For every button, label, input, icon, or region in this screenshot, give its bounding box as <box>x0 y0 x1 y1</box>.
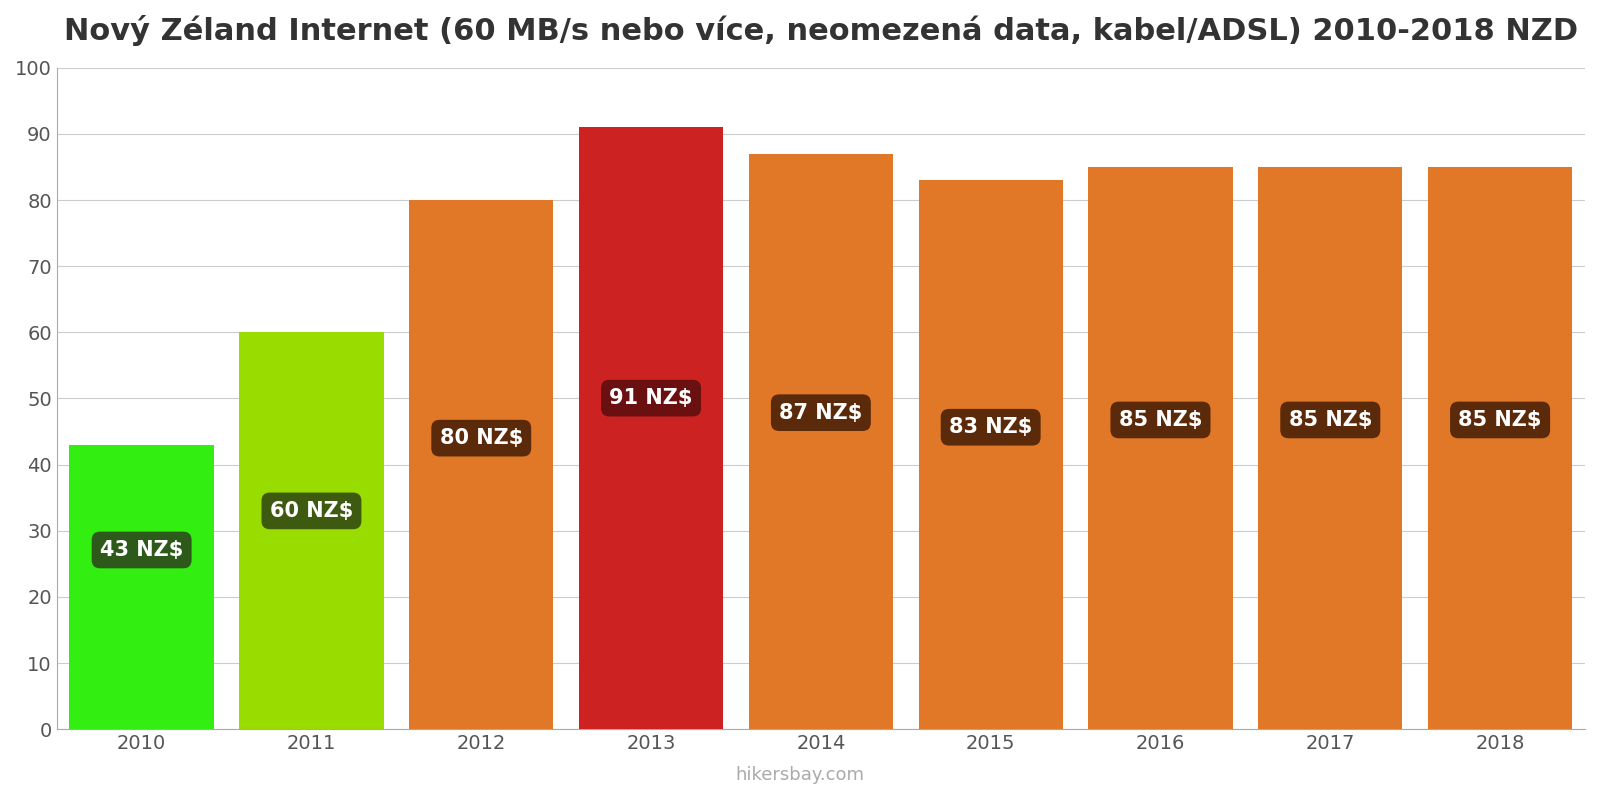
Bar <box>579 127 723 729</box>
Text: 85 NZ$: 85 NZ$ <box>1459 410 1542 430</box>
Bar <box>1088 167 1232 729</box>
Title: Nový Zéland Internet (60 MB/s nebo více, neomezená data, kabel/ADSL) 2010-2018 N: Nový Zéland Internet (60 MB/s nebo více,… <box>64 15 1578 46</box>
Text: 85 NZ$: 85 NZ$ <box>1118 410 1202 430</box>
Text: 83 NZ$: 83 NZ$ <box>949 418 1032 438</box>
Bar <box>410 200 554 729</box>
Text: 85 NZ$: 85 NZ$ <box>1288 410 1371 430</box>
Bar <box>749 154 893 729</box>
Text: hikersbay.com: hikersbay.com <box>736 766 864 784</box>
Text: 60 NZ$: 60 NZ$ <box>270 501 354 521</box>
Text: 43 NZ$: 43 NZ$ <box>101 540 184 560</box>
Bar <box>1427 167 1573 729</box>
Text: 80 NZ$: 80 NZ$ <box>440 428 523 448</box>
Bar <box>69 445 214 729</box>
Bar <box>918 180 1062 729</box>
Text: 91 NZ$: 91 NZ$ <box>610 388 693 408</box>
Text: 87 NZ$: 87 NZ$ <box>779 402 862 422</box>
Bar <box>240 332 384 729</box>
Bar <box>1258 167 1403 729</box>
